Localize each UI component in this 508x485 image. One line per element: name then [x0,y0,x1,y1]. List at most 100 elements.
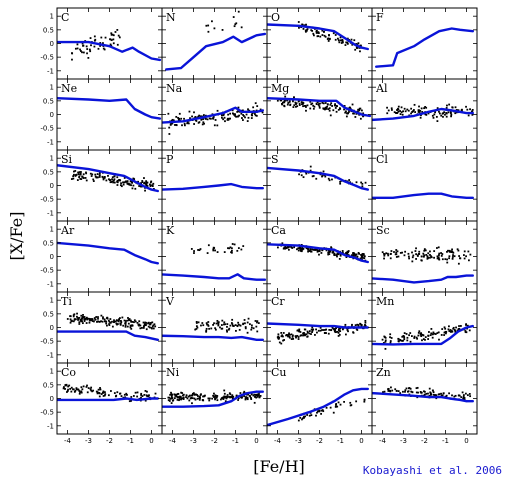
obs-point [144,399,147,402]
obs-point [249,323,251,326]
obs-point [124,396,127,399]
obs-point [128,318,131,320]
obs-points-si [70,167,155,192]
obs-point [316,410,319,413]
obs-point [254,102,257,105]
obs-point [397,110,400,113]
x-axis-label: [Fe/H] [253,457,305,476]
obs-point [453,395,456,398]
panel-ti: -1-0.500.51 Ti [40,291,163,364]
obs-point [445,394,448,397]
obs-point [297,338,300,340]
obs-point [102,390,105,393]
obs-point [440,394,443,397]
obs-point [134,320,137,323]
obs-point [430,332,433,335]
obs-point [335,254,338,256]
obs-point [171,397,174,399]
obs-point [113,321,115,324]
x-tick-label: -1 [337,437,344,445]
obs-point [254,395,257,398]
obs-point [436,257,439,260]
obs-point [124,180,127,183]
obs-point [120,320,122,322]
obs-point [207,397,210,400]
obs-point [312,248,315,251]
obs-point [318,253,320,256]
obs-point [94,38,97,41]
obs-point [427,252,430,255]
obs-point [87,56,90,59]
obs-point [80,314,83,317]
obs-point [252,106,255,109]
obs-point [259,108,262,111]
obs-point [281,334,284,337]
obs-point [227,113,230,116]
obs-point [402,390,404,393]
obs-point [99,42,102,44]
obs-point [316,411,318,414]
obs-point [99,387,101,389]
obs-point [103,176,106,178]
obs-point [442,112,444,115]
obs-point [81,315,84,318]
obs-point [317,31,320,34]
obs-point [257,394,260,397]
obs-point [110,33,113,36]
obs-point [298,330,301,333]
obs-point [181,124,183,127]
obs-point [355,112,358,115]
obs-point [438,110,440,113]
obs-point [318,106,321,109]
obs-point [245,113,248,116]
obs-point [411,111,414,113]
obs-point [465,331,468,334]
obs-point [152,324,155,327]
obs-point [430,256,433,259]
obs-point [92,389,95,392]
obs-point [201,123,204,126]
obs-point [214,327,217,330]
obs-point [438,112,441,115]
obs-point [287,246,289,249]
obs-point [80,386,83,389]
obs-point [73,173,75,176]
obs-point [226,330,228,333]
obs-point [346,329,349,331]
obs-point [89,172,92,175]
obs-point [406,108,409,111]
obs-point [182,398,185,400]
obs-point [423,107,426,110]
obs-point [301,103,303,106]
panel-grid: -1-0.500.51 C N O F-1-0.500.51 Ne Na Mg Al-1-0.5… [40,7,478,445]
obs-point [228,117,231,120]
obs-point [417,109,420,112]
obs-point [277,333,280,336]
obs-point [123,177,126,179]
obs-point [238,114,240,117]
obs-point [349,401,352,404]
obs-point [197,395,199,398]
obs-point [182,396,185,399]
obs-point [146,395,149,398]
obs-point [220,397,223,400]
obs-point [223,321,226,324]
obs-point [387,254,390,257]
obs-point [70,390,73,393]
obs-point [332,251,335,254]
obs-point [447,111,450,114]
obs-point [321,101,324,104]
obs-point [457,394,460,397]
obs-point [171,399,174,402]
panel-zn: -4 -3 -2 -1 0Zn [371,362,478,445]
obs-point [93,317,96,319]
obs-point [138,324,140,327]
obs-point [221,29,224,31]
obs-point [344,333,347,336]
obs-point [82,51,85,54]
y-tick-label: -0.5 [40,196,54,204]
obs-point [168,126,171,129]
obs-point [143,324,146,327]
obs-point [116,43,119,46]
obs-point [313,34,315,37]
